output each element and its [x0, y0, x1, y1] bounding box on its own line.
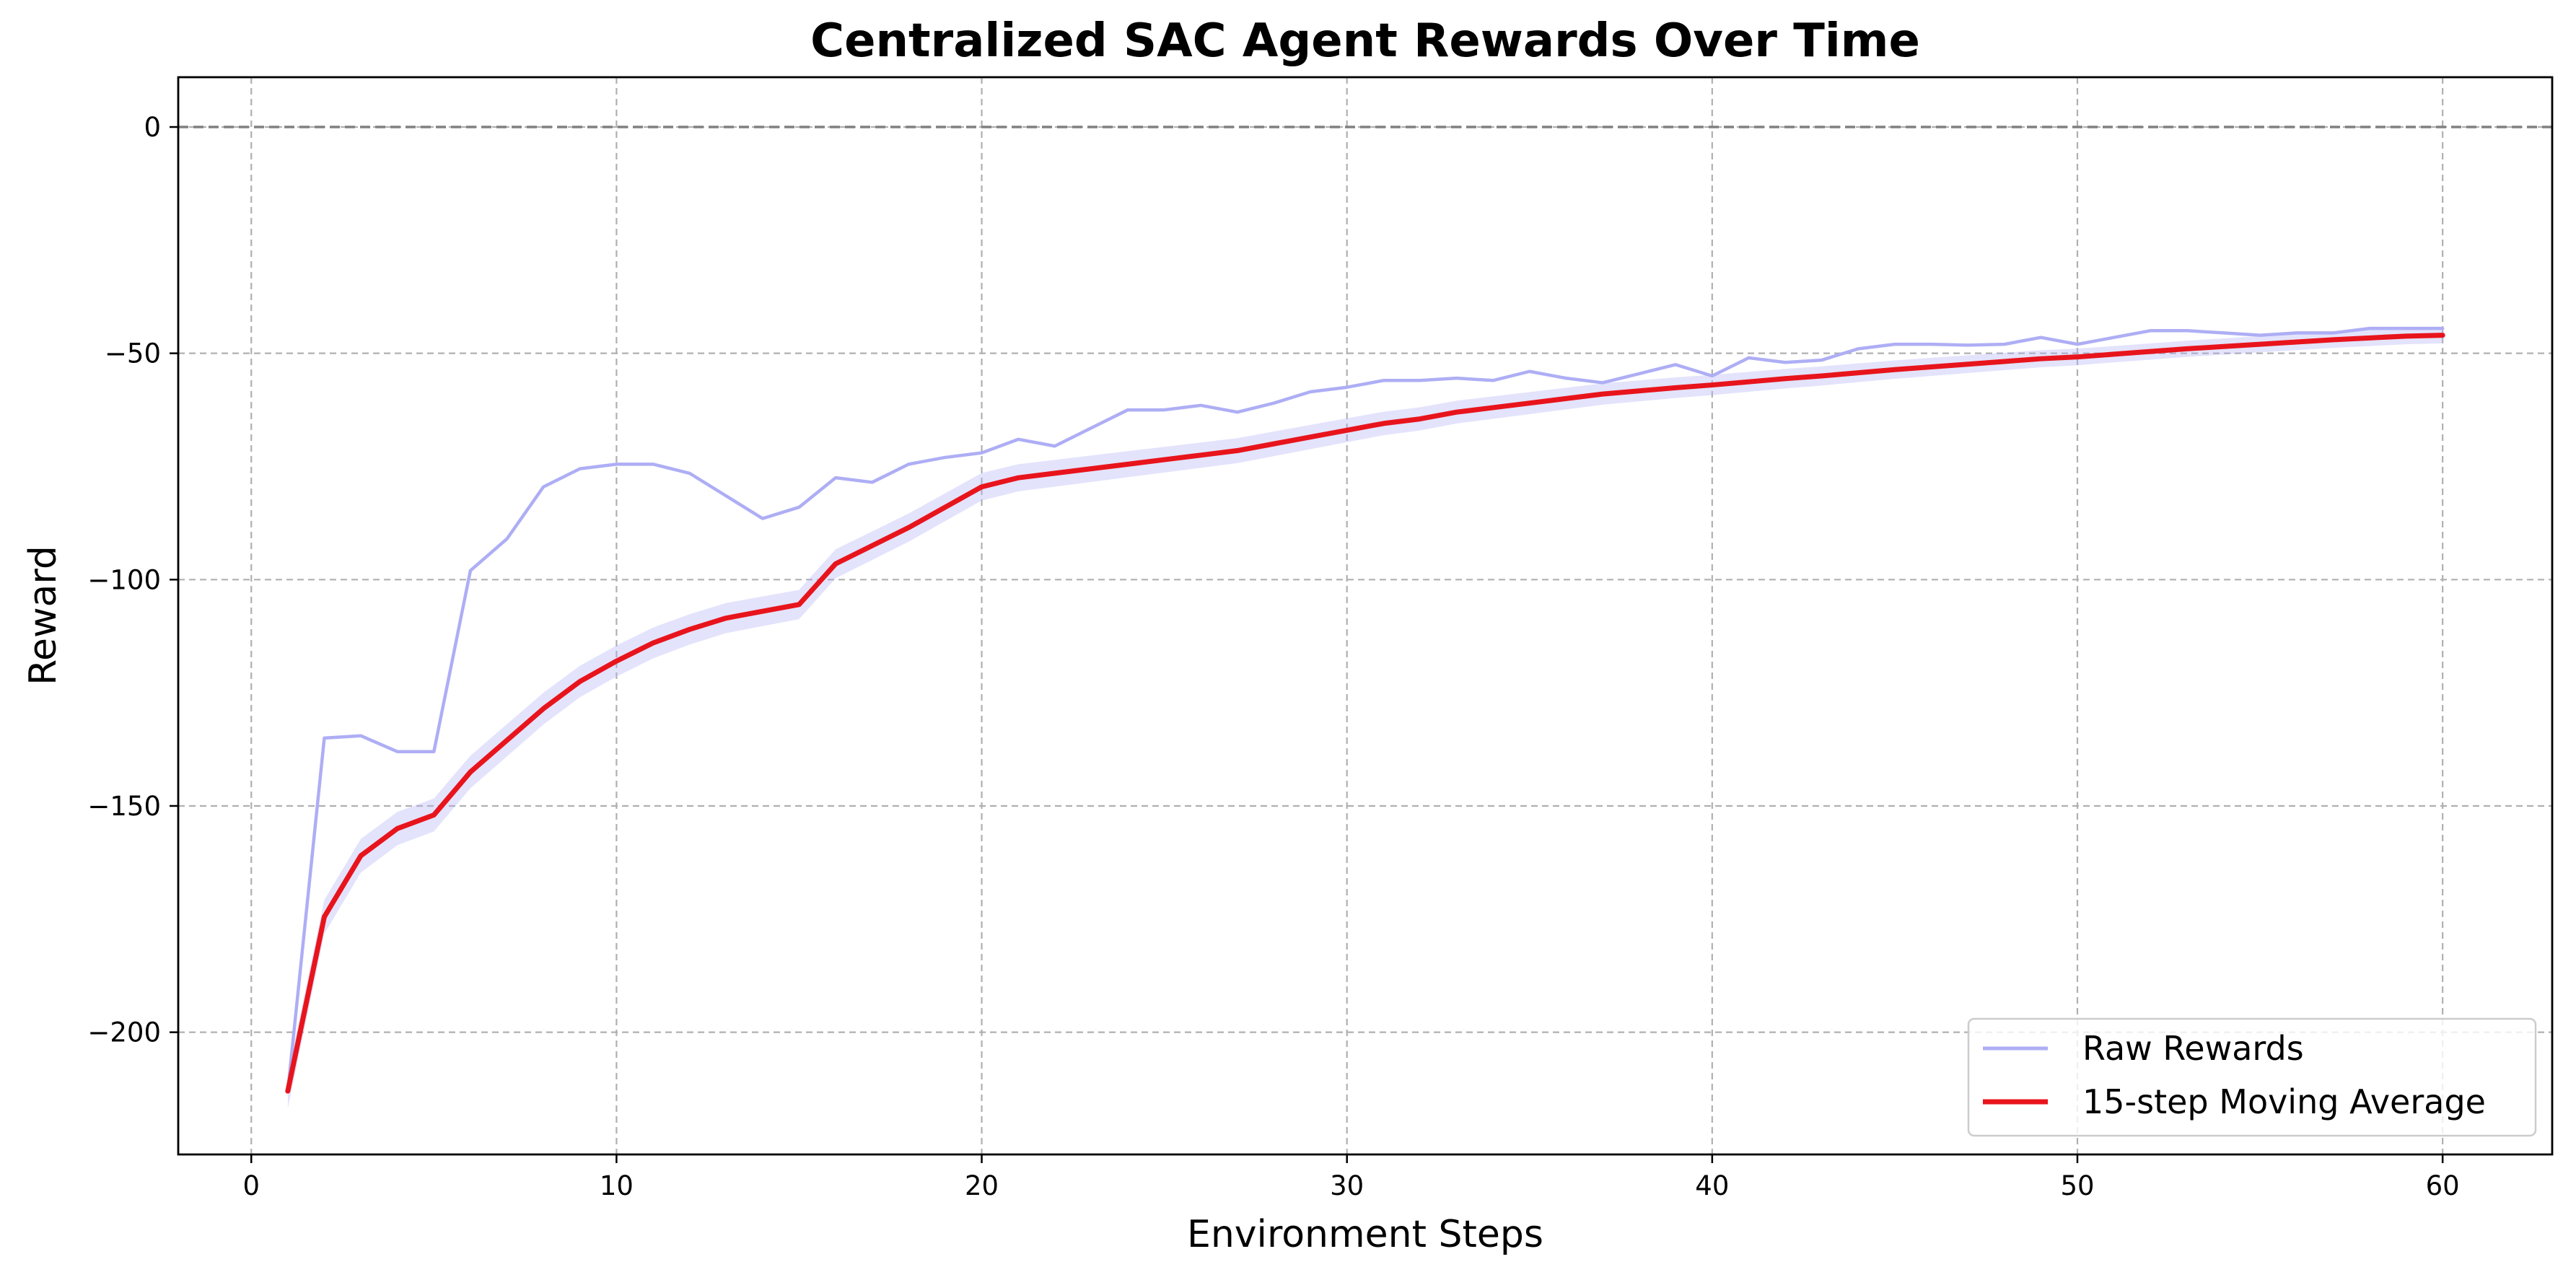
legend-label-raw: Raw Rewards [2082, 1029, 2304, 1068]
legend: Raw Rewards 15-step Moving Average [1967, 1017, 2537, 1137]
x-tick-label: 50 [2060, 1170, 2094, 1201]
x-tick-label: 30 [1330, 1170, 1364, 1201]
x-ticks: 0 10 20 30 40 50 60 [242, 1154, 2460, 1201]
y-tick-label: −100 [87, 564, 161, 595]
y-axis-label: Reward [22, 545, 65, 685]
x-tick-label: 20 [965, 1170, 999, 1201]
x-tick-label: 60 [2426, 1170, 2460, 1201]
y-tick-label: −150 [87, 791, 161, 822]
plot-frame [177, 76, 2554, 1156]
raw-rewards-line [286, 326, 2445, 1093]
y-tick-label: −200 [87, 1017, 161, 1048]
y-tick-label: 0 [144, 112, 161, 143]
moving-average-line [285, 333, 2445, 1094]
moving-average-band [287, 327, 2443, 1109]
grid-lines [178, 77, 2552, 1154]
band-layer [287, 327, 2443, 1109]
y-tick-label: −50 [105, 338, 161, 369]
x-tick-label: 0 [242, 1170, 260, 1201]
legend-label-moving-average: 15-step Moving Average [2082, 1082, 2486, 1121]
x-tick-label: 10 [600, 1170, 634, 1201]
series-layer [285, 326, 2445, 1094]
x-axis-label: Environment Steps [1187, 1213, 1543, 1256]
legend-box [1967, 1017, 2537, 1137]
y-ticks: 0 −50 −100 −150 −200 [87, 112, 178, 1048]
chart-title: Centralized SAC Agent Rewards Over Time [810, 14, 1920, 68]
x-tick-label: 40 [1695, 1170, 1729, 1201]
